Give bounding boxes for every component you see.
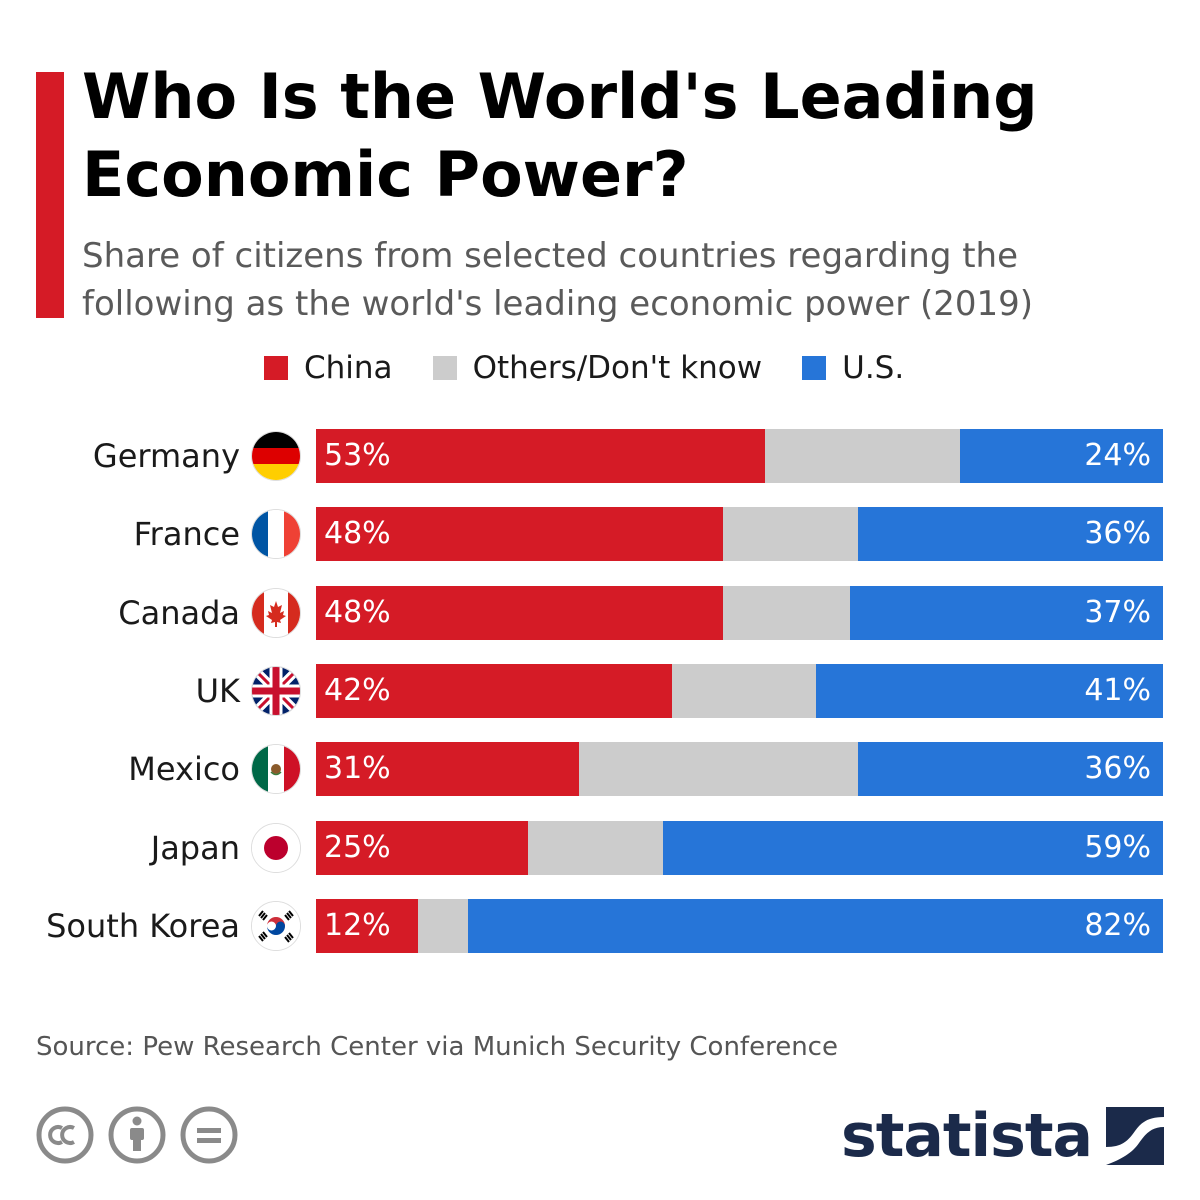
bar-row-uk: UK 42% 41%	[0, 663, 1200, 718]
legend-label-others: Others/Don't know	[472, 350, 763, 386]
stacked-bar: 42% 41%	[316, 663, 1163, 718]
china-segment	[316, 820, 528, 875]
bar-row-south-korea: South Korea 12% 82%	[0, 898, 1200, 953]
france-flag-icon	[251, 509, 301, 560]
country-label: Mexico	[128, 750, 240, 789]
us-value-label: 36%	[1084, 516, 1151, 552]
statista-logo[interactable]: statista	[841, 1096, 1164, 1176]
china-segment	[316, 663, 672, 718]
country-label: South Korea	[46, 906, 240, 945]
chart-title: Who Is the World's Leading Economic Powe…	[82, 60, 1038, 211]
accent-bar	[36, 72, 64, 318]
legend-label-china: China	[304, 350, 393, 386]
stacked-bar: 12% 82%	[316, 898, 1163, 953]
others-segment	[528, 820, 663, 875]
china-segment	[316, 429, 765, 483]
others-segment	[765, 429, 960, 483]
bar-row-mexico: Mexico 31% 36%	[0, 742, 1200, 797]
germany-flag-icon	[251, 431, 301, 481]
legend-swatch-others	[432, 356, 457, 380]
china-value-label: 42%	[324, 672, 391, 708]
attribution-icon[interactable]	[108, 1106, 166, 1164]
country-label: Japan	[150, 828, 240, 867]
statista-mark-icon	[1106, 1107, 1164, 1165]
others-segment	[418, 898, 468, 953]
country-label: France	[133, 515, 240, 554]
china-value-label: 48%	[324, 594, 391, 630]
bar-row-germany: Germany 53% 24%	[0, 429, 1200, 483]
legend: China Others/Don't know U.S.	[264, 346, 944, 390]
china-segment	[316, 742, 579, 797]
us-value-label: 59%	[1084, 829, 1151, 865]
us-segment	[816, 663, 1163, 718]
stacked-bar: 48% 36%	[316, 507, 1163, 562]
others-segment	[672, 663, 816, 718]
country-label: Canada	[118, 593, 240, 632]
us-segment	[858, 742, 1163, 797]
country-label: UK	[195, 671, 240, 710]
bar-row-canada: Canada 48% 37%	[0, 585, 1200, 640]
legend-item-china: China	[264, 350, 393, 386]
legend-item-others: Others/Don't know	[432, 350, 763, 386]
legend-label-us: U.S.	[842, 350, 905, 386]
stacked-bar: 48% 37%	[316, 585, 1163, 640]
brand-text: statista	[840, 1101, 1093, 1171]
license-icons	[36, 1106, 252, 1164]
others-segment	[579, 742, 858, 797]
china-value-label: 48%	[324, 516, 391, 552]
china-value-label: 53%	[324, 438, 391, 473]
china-value-label: 25%	[324, 829, 391, 865]
stacked-bar: 25% 59%	[316, 820, 1163, 875]
canada-flag-icon	[251, 587, 301, 638]
uk-flag-icon	[251, 665, 301, 716]
us-segment	[858, 507, 1163, 562]
south-korea-flag-icon	[251, 900, 301, 951]
us-value-label: 41%	[1084, 672, 1151, 708]
us-value-label: 82%	[1084, 907, 1151, 943]
legend-swatch-china	[264, 356, 288, 380]
mexico-flag-icon	[251, 744, 301, 795]
china-value-label: 31%	[324, 751, 391, 787]
bar-row-france: France 48% 36%	[0, 507, 1200, 562]
china-value-label: 12%	[324, 907, 391, 943]
china-segment	[316, 507, 723, 562]
us-value-label: 24%	[1084, 438, 1151, 473]
cc-icon[interactable]	[36, 1106, 94, 1164]
us-segment	[468, 898, 1163, 953]
others-segment	[723, 507, 858, 562]
us-segment	[960, 429, 1163, 483]
us-value-label: 37%	[1084, 594, 1151, 630]
chart-subtitle: Share of citizens from selected countrie…	[82, 236, 1034, 324]
china-segment	[316, 585, 723, 640]
japan-flag-icon	[251, 822, 301, 873]
legend-item-us: U.S.	[802, 350, 904, 386]
stacked-bar: 53% 24%	[316, 429, 1163, 483]
bar-row-japan: Japan 25% 59%	[0, 820, 1200, 875]
us-segment	[850, 585, 1163, 640]
source-note: Source: Pew Research Center via Munich S…	[36, 1032, 838, 1062]
us-segment	[663, 820, 1163, 875]
stacked-bar: 31% 36%	[316, 742, 1163, 797]
others-segment	[723, 585, 850, 640]
legend-swatch-us	[802, 356, 827, 380]
china-segment	[316, 898, 418, 953]
us-value-label: 36%	[1084, 751, 1151, 787]
no-derivatives-icon[interactable]	[180, 1106, 238, 1164]
country-label: Germany	[92, 437, 240, 475]
